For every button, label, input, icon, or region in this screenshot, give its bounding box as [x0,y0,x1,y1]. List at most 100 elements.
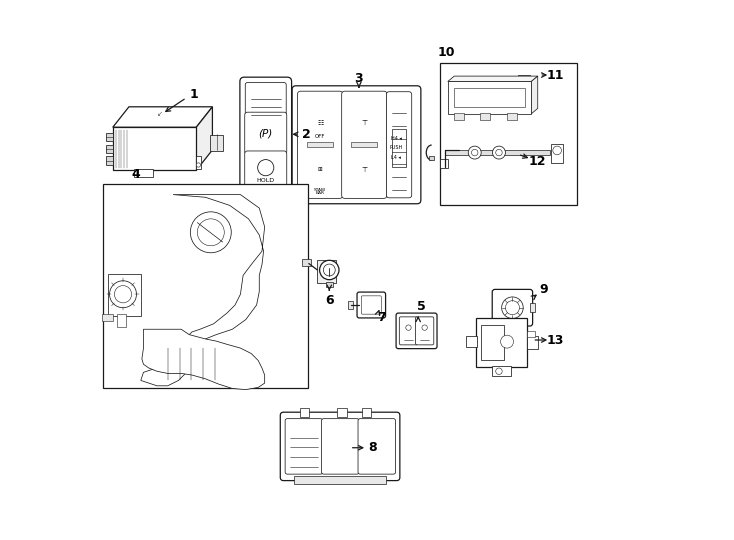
Bar [109,274,141,316]
Circle shape [115,286,131,303]
Bar [134,169,153,177]
Text: STABI: STABI [314,188,327,192]
Bar [429,156,435,160]
Polygon shape [517,75,530,89]
Bar [480,113,490,120]
Bar [102,314,113,321]
Text: PUSH: PUSH [390,145,403,150]
Circle shape [501,297,523,319]
Text: L4 ◂: L4 ◂ [391,155,401,160]
FancyBboxPatch shape [285,418,323,474]
FancyBboxPatch shape [292,86,421,204]
Circle shape [493,146,506,159]
Circle shape [468,146,482,159]
Text: 12: 12 [528,155,546,168]
Circle shape [553,146,562,155]
Bar [302,259,311,266]
Polygon shape [142,329,265,389]
Bar [106,133,113,141]
Text: ↙: ↙ [157,111,163,117]
Polygon shape [196,107,212,170]
Circle shape [190,212,231,253]
Text: 7: 7 [377,311,386,324]
Polygon shape [531,76,538,114]
Text: 11: 11 [547,69,564,82]
Bar [106,157,113,165]
Bar [210,135,223,151]
FancyBboxPatch shape [361,296,381,314]
Bar [106,145,113,153]
Text: ☷: ☷ [317,120,323,126]
Text: 5: 5 [417,300,426,313]
Bar [527,331,535,338]
Bar [530,303,535,312]
Text: (P): (P) [258,128,273,138]
Bar [476,319,527,367]
Circle shape [495,368,502,375]
FancyBboxPatch shape [244,151,287,190]
FancyBboxPatch shape [358,418,396,474]
Polygon shape [448,76,538,82]
Text: OFF: OFF [315,134,325,139]
Circle shape [506,301,520,315]
Text: 6: 6 [325,294,334,307]
Text: 2: 2 [302,128,311,141]
Text: ⊞: ⊞ [318,167,322,172]
Text: HOLD: HOLD [257,178,275,183]
Circle shape [109,281,137,308]
FancyBboxPatch shape [386,92,412,198]
Circle shape [197,219,225,246]
Circle shape [422,325,427,330]
Circle shape [324,264,335,276]
FancyBboxPatch shape [245,83,286,115]
Bar [454,88,525,107]
Text: 10: 10 [437,46,455,59]
Text: ⊤: ⊤ [361,167,368,173]
Bar [466,336,477,347]
Bar [551,144,563,163]
Text: 1: 1 [189,89,198,102]
Bar [454,113,464,120]
Bar [196,156,200,169]
Text: 13: 13 [546,334,564,347]
Bar [113,127,196,170]
Bar [308,142,333,147]
Circle shape [406,325,411,330]
Polygon shape [113,107,212,127]
Bar [440,159,448,167]
FancyBboxPatch shape [415,317,434,345]
Bar [349,301,353,309]
FancyBboxPatch shape [396,313,437,349]
Circle shape [319,260,339,280]
Bar [448,82,531,114]
FancyBboxPatch shape [493,289,533,326]
Bar [440,63,577,205]
Text: 3: 3 [355,72,363,85]
Bar [392,129,406,167]
Bar [317,260,335,284]
Bar [299,408,309,416]
Circle shape [501,335,514,348]
FancyBboxPatch shape [342,91,387,198]
FancyBboxPatch shape [280,412,400,481]
Text: BAR: BAR [316,191,324,194]
Bar [482,325,504,361]
Text: 4: 4 [131,167,139,180]
Bar [117,314,126,327]
Polygon shape [141,194,265,386]
FancyBboxPatch shape [357,292,385,318]
FancyBboxPatch shape [321,418,359,474]
FancyBboxPatch shape [240,77,291,201]
Bar [445,151,550,155]
Bar [492,366,511,375]
FancyBboxPatch shape [297,91,343,198]
Text: 9: 9 [539,284,548,296]
Bar [362,408,371,416]
Bar [326,282,333,287]
Text: ⊤: ⊤ [361,120,368,126]
Bar [103,184,308,388]
Circle shape [471,150,478,156]
Circle shape [258,160,274,176]
Circle shape [495,150,502,156]
Bar [294,476,386,484]
